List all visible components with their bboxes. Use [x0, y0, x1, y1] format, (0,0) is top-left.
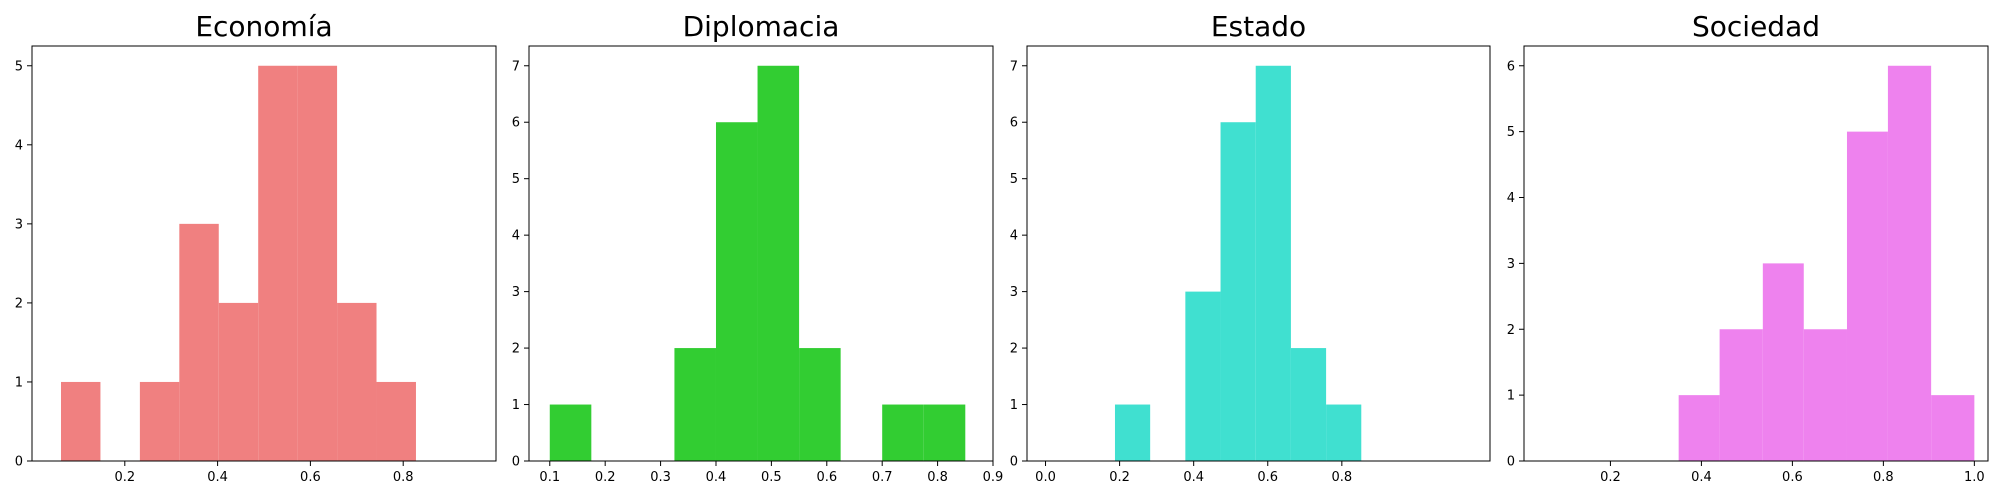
- x-tick-label: 0.0: [1035, 470, 1056, 485]
- histogram-bar: [1220, 122, 1256, 461]
- histogram-bar: [218, 302, 259, 461]
- x-tick-label: 0.2: [1109, 470, 1130, 485]
- y-tick-label: 2: [15, 296, 23, 311]
- chart-title: Economía: [195, 10, 332, 43]
- x-tick-label: 0.2: [595, 470, 616, 485]
- histogram-bar: [1290, 348, 1327, 461]
- y-tick-label: 4: [512, 229, 520, 244]
- chart-title: Sociedad: [1692, 10, 1820, 43]
- x-tick-label: 0.6: [1782, 470, 1803, 485]
- histogram-bar: [1762, 263, 1804, 461]
- axes-frame: [1026, 45, 1491, 462]
- axes-frame: [1523, 45, 1989, 462]
- histogram-bar: [549, 404, 592, 461]
- histogram-bar: [1803, 329, 1847, 461]
- y-tick-label: 0: [1010, 455, 1018, 470]
- y-tick-label: 6: [1010, 116, 1018, 131]
- y-tick-label: 1: [1010, 398, 1018, 413]
- y-tick-label: 1: [15, 375, 23, 390]
- histogram-bar: [1326, 404, 1362, 461]
- y-tick-label: 2: [512, 342, 520, 357]
- chart-title: Diplomacia: [683, 10, 840, 43]
- x-tick-label: 0.4: [1183, 470, 1204, 485]
- x-tick-label: 0.2: [114, 470, 135, 485]
- y-tick-label: 7: [512, 59, 520, 74]
- histogram-bar: [1678, 395, 1720, 461]
- histogram-bar: [139, 381, 180, 461]
- x-tick-label: 0.4: [1691, 470, 1712, 485]
- histogram-bar: [61, 381, 101, 461]
- histogram-bar: [882, 404, 924, 461]
- x-tick-label: 0.4: [706, 470, 727, 485]
- y-tick-label: 0: [1507, 455, 1515, 470]
- x-tick-label: 0.9: [983, 470, 1004, 485]
- histogram-bar: [674, 348, 716, 461]
- y-tick-label: 2: [1010, 342, 1018, 357]
- y-tick-label: 4: [1507, 191, 1515, 206]
- y-tick-label: 7: [1010, 59, 1018, 74]
- x-tick-label: 0.7: [872, 470, 893, 485]
- histogram-bar: [799, 348, 841, 461]
- x-tick-label: 0.8: [927, 470, 948, 485]
- histogram-panel-3: 0.2 0.4 0.6 0.8 1.0 0 1 2 3 4 5 6 Sociedad: [1507, 10, 1989, 485]
- y-tick-label: 5: [1010, 172, 1018, 187]
- histogram-bar: [757, 65, 800, 461]
- y-tick-label: 0: [512, 455, 520, 470]
- histogram-bar: [1846, 131, 1888, 461]
- y-tick-label: 4: [1010, 229, 1018, 244]
- y-tick-label: 1: [512, 398, 520, 413]
- x-tick-label: 0.2: [1600, 470, 1621, 485]
- y-tick-label: 3: [1010, 285, 1018, 300]
- y-tick-label: 5: [1507, 125, 1515, 140]
- histogram-bar: [376, 381, 416, 461]
- histogram-bar: [337, 302, 377, 461]
- histogram-bar: [1255, 65, 1291, 461]
- histogram-panel-2: 0.0 0.2 0.4 0.6 0.8 0 1 2 3 4 5 6 7 Estado: [1010, 10, 1491, 485]
- histogram-panel-0: 0.2 0.4 0.6 0.8 0 1 2 3 4 5 Economía: [15, 10, 497, 485]
- histogram-bar: [1114, 404, 1151, 461]
- x-tick-label: 0.8: [1331, 470, 1352, 485]
- axes-frame: [31, 45, 497, 462]
- histogram-bar: [179, 223, 219, 461]
- histogram-bar: [258, 65, 298, 461]
- x-tick-label: 0.8: [393, 470, 414, 485]
- x-tick-label: 0.6: [1257, 470, 1278, 485]
- y-tick-label: 3: [15, 217, 23, 232]
- y-tick-label: 1: [1507, 389, 1515, 404]
- y-tick-label: 3: [1507, 257, 1515, 272]
- y-tick-label: 6: [1507, 59, 1515, 74]
- chart-title: Estado: [1211, 10, 1306, 43]
- axes-frame: [528, 45, 994, 462]
- histogram-bar: [1887, 65, 1932, 461]
- x-tick-label: 0.3: [650, 470, 671, 485]
- x-tick-label: 0.8: [1873, 470, 1894, 485]
- x-tick-label: 0.4: [207, 470, 228, 485]
- histogram-bar: [297, 65, 338, 461]
- y-tick-label: 2: [1507, 323, 1515, 338]
- y-tick-label: 6: [512, 116, 520, 131]
- x-tick-label: 0.6: [300, 470, 321, 485]
- y-tick-label: 3: [512, 285, 520, 300]
- y-tick-label: 5: [512, 172, 520, 187]
- histogram-bar: [923, 404, 966, 461]
- y-tick-label: 4: [15, 138, 23, 153]
- x-tick-label: 0.1: [539, 470, 560, 485]
- histogram-bar: [1185, 291, 1221, 461]
- y-tick-label: 5: [15, 59, 23, 74]
- histogram-panel-1: 0.1 0.2 0.3 0.4 0.5 0.6 0.7 0.8 0.9 0 1 2 3 4 5 6 7 Diplo…: [512, 10, 1004, 485]
- histogram-bar: [1931, 395, 1975, 461]
- x-tick-label: 0.5: [761, 470, 782, 485]
- histogram-bar: [1719, 329, 1763, 461]
- histogram-bar: [715, 122, 758, 461]
- y-tick-label: 0: [15, 455, 23, 470]
- x-tick-label: 0.6: [816, 470, 837, 485]
- x-tick-label: 1.0: [1964, 470, 1985, 485]
